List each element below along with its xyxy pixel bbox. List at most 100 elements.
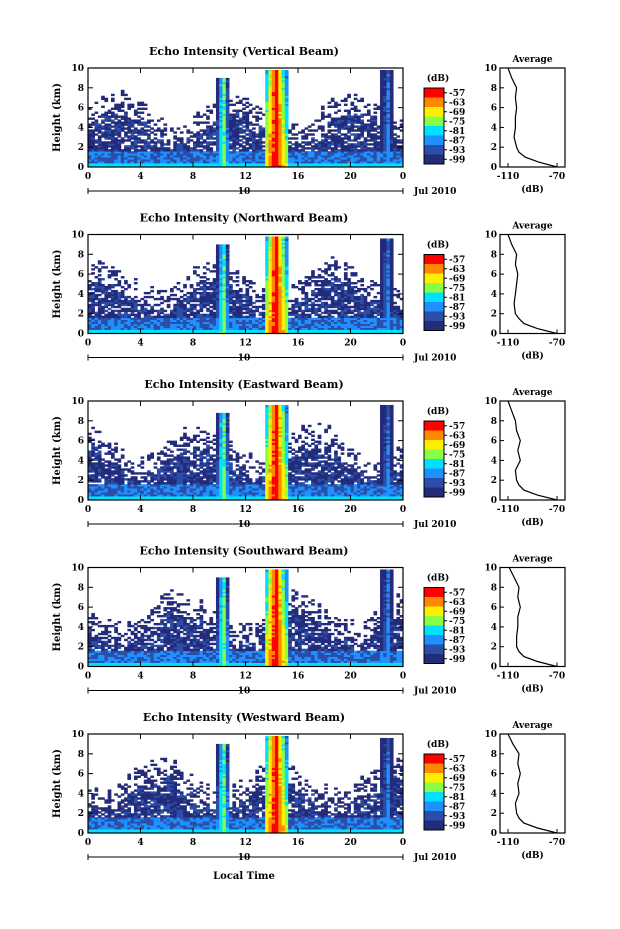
heatmap-cell (248, 165, 253, 168)
heatmap-cell (199, 295, 204, 299)
heatmap-cell (334, 327, 338, 330)
heatmap-cell (258, 325, 263, 328)
heatmap-cell (353, 327, 358, 330)
heatmap-cell (101, 113, 105, 116)
heatmap-cell (268, 260, 273, 263)
heatmap-cell (304, 305, 309, 309)
heatmap-cell (222, 93, 227, 97)
heatmap-cell (235, 295, 240, 299)
heatmap-cell (380, 165, 384, 168)
heatmap-cell (265, 254, 269, 257)
heatmap-cell (91, 297, 95, 301)
heatmap-cell (301, 287, 305, 291)
heatmap-cell (284, 246, 289, 249)
heatmap-cell (281, 282, 286, 285)
heatmap-cell (130, 153, 135, 156)
heatmap-cell (170, 161, 174, 164)
heatmap-cell (124, 303, 128, 307)
heatmap-cell (334, 117, 338, 120)
heatmap-cell (229, 325, 233, 328)
heatmap-cell (271, 73, 276, 77)
heatmap-cell (304, 276, 309, 279)
heatmap-cell (383, 321, 387, 324)
heatmap-cell (202, 297, 207, 301)
heatmap-cell (137, 151, 141, 154)
heatmap-cell (242, 131, 246, 134)
heatmap-cell (140, 329, 145, 332)
heatmap-cell (137, 329, 141, 332)
heatmap-cell (255, 117, 260, 120)
heatmap-cell (314, 280, 319, 283)
heatmap-cell (147, 309, 151, 313)
heatmap-cell (219, 91, 223, 95)
heatmap-cell (380, 246, 384, 249)
heatmap-cell (340, 284, 345, 287)
heatmap-cell (120, 276, 125, 279)
heatmap-cell (120, 141, 125, 144)
heatmap-cell (196, 131, 200, 134)
heatmap-cell (366, 325, 371, 328)
heatmap-cell (350, 299, 355, 303)
heatmap-cell (261, 329, 266, 332)
heatmap-cell (330, 285, 335, 289)
heatmap-cell (117, 107, 122, 110)
heatmap-cell (393, 121, 397, 124)
heatmap-cell (235, 153, 240, 156)
heatmap-cell (399, 149, 404, 152)
heatmap-cell (173, 131, 177, 134)
heatmap-cell (232, 121, 237, 124)
heatmap-cell (265, 107, 269, 110)
heatmap-cell (153, 153, 158, 156)
heatmap-cell (334, 137, 338, 140)
heatmap-cell (176, 157, 181, 160)
heatmap-cell (235, 329, 240, 332)
heatmap-cell (189, 305, 194, 309)
heatmap-cell (278, 101, 282, 105)
heatmap-cell (343, 315, 348, 319)
heatmap-cell (278, 325, 282, 328)
heatmap-cell (130, 135, 135, 138)
heatmap-cell (399, 325, 404, 328)
heatmap-cell (91, 319, 95, 323)
heatmap-cell (219, 139, 223, 142)
heatmap-cell (107, 329, 112, 332)
heatmap-cell (127, 165, 132, 168)
heatmap-cell (225, 157, 230, 160)
heatmap-cell (130, 307, 135, 311)
heatmap-cell (294, 157, 299, 160)
heatmap-cell (110, 323, 115, 326)
heatmap-cell (88, 293, 92, 297)
heatmap-cell (245, 327, 250, 330)
heatmap-cell (206, 301, 210, 305)
heatmap-cell (320, 135, 325, 138)
heatmap-cell (298, 155, 302, 158)
heatmap-cell (248, 285, 253, 289)
heatmap-cell (337, 153, 342, 156)
heatmap-cell (94, 139, 99, 142)
heatmap-cell (215, 151, 220, 154)
heatmap-cell (380, 254, 384, 257)
heatmap-cell (317, 163, 322, 166)
heatmap-cell (380, 297, 384, 301)
heatmap-cell (173, 315, 177, 319)
heatmap-cell (222, 157, 227, 160)
heatmap-cell (320, 280, 325, 283)
heatmap-cell (330, 317, 335, 321)
heatmap-cell (160, 325, 164, 328)
heatmap-cell (327, 315, 332, 319)
heatmap-cell (383, 248, 387, 251)
heatmap-cell (324, 133, 328, 136)
heatmap-cell (396, 139, 401, 142)
heatmap-cell (330, 99, 335, 103)
heatmap-cell (160, 139, 164, 142)
heatmap-cell (383, 97, 387, 101)
heatmap-cell (133, 119, 138, 122)
heatmap-cell (268, 325, 273, 328)
heatmap-cell (183, 313, 187, 317)
heatmap-cell (281, 129, 286, 132)
heatmap-cell (225, 79, 230, 83)
heatmap-cell (383, 81, 387, 85)
heatmap-cell (373, 129, 378, 132)
day-label: 10 (238, 354, 251, 364)
heatmap-cell (91, 165, 95, 168)
